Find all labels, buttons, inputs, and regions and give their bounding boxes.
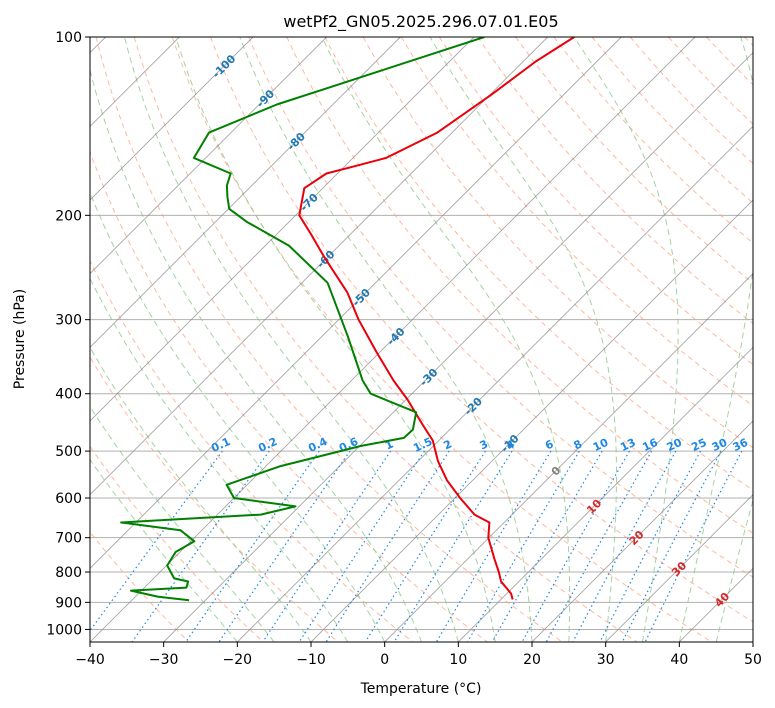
- dry-adiabat: [95, 37, 563, 642]
- mixing-ratio-label: 25: [689, 436, 708, 454]
- isotherm: [310, 199, 753, 642]
- mixing-ratio-line: [521, 450, 631, 642]
- mixing-ratio-lines: [90, 450, 743, 642]
- mixing-ratio-line: [325, 450, 450, 642]
- x-tick-label: −20: [223, 652, 253, 668]
- y-tick-label: 100: [55, 30, 82, 46]
- mixing-ratio-label: 20: [665, 436, 685, 454]
- isotherm: [237, 125, 753, 642]
- y-tick-label: 600: [55, 491, 82, 507]
- y-tick-label: 1000: [46, 622, 82, 638]
- mixing-ratio-line: [90, 450, 223, 632]
- mixing-ratio-label: 10: [591, 436, 611, 454]
- mixing-ratio-line: [298, 450, 425, 642]
- x-tick-label: −40: [75, 652, 105, 668]
- isotherm: [531, 420, 753, 642]
- x-tick-label: 40: [670, 652, 688, 668]
- y-tick-label: 900: [55, 595, 82, 611]
- mixing-ratio-line: [262, 450, 392, 642]
- moist-adiabat: [429, 37, 617, 642]
- y-tick-label: 300: [55, 313, 82, 329]
- isotherm: [90, 37, 401, 348]
- moist-adiabats: [90, 37, 753, 642]
- dry-adiabat: [210, 37, 753, 623]
- series-dewpoint-line: [120, 37, 485, 602]
- x-tick-label: −30: [149, 652, 179, 668]
- dry-adiabat: [133, 37, 638, 642]
- chart-title: wetPf2_GN05.2025.296.07.01.E05: [283, 12, 558, 32]
- y-tick-label: 800: [55, 565, 82, 581]
- dry-adiabat: [400, 37, 753, 407]
- dry-adiabat: [90, 150, 488, 642]
- isotherm: [90, 37, 622, 569]
- dry-adiabat: [171, 37, 712, 642]
- y-tick-label: 200: [55, 208, 82, 224]
- dry-adiabats: [90, 37, 753, 642]
- mixing-ratio-label: 13: [618, 436, 637, 454]
- mixing-ratio-line: [599, 450, 702, 642]
- isotherm: [458, 346, 753, 642]
- moist-adiabat: [90, 190, 386, 642]
- y-tick-label: 700: [55, 531, 82, 547]
- x-tick-label: 50: [744, 652, 762, 668]
- y-tick-label: 400: [55, 387, 82, 403]
- isotherm: [90, 37, 548, 496]
- dry-adiabat: [248, 37, 753, 578]
- moist-adiabat: [678, 37, 753, 642]
- x-tick-label: 10: [449, 652, 467, 668]
- x-axis-title: Temperature (°C): [360, 681, 482, 697]
- moist-adiabat: [90, 68, 422, 642]
- x-tick-label: 20: [523, 652, 541, 668]
- mixing-ratio-line: [491, 450, 603, 642]
- isotherm: [90, 37, 254, 201]
- mixing-ratio-line: [621, 450, 722, 642]
- series-temperature-line: [298, 37, 575, 600]
- dry-adiabat: [90, 445, 264, 642]
- moist-adiabat: [573, 37, 679, 642]
- dry-adiabat: [362, 37, 753, 449]
- mixing-ratio-line: [572, 450, 677, 642]
- moist-adiabat: [124, 37, 459, 642]
- isotherm: [90, 37, 696, 642]
- moist-adiabat: [90, 277, 349, 642]
- x-tick-label: 0: [380, 652, 389, 668]
- mixing-ratio-line: [218, 450, 351, 642]
- y-axis-title: Pressure (hPa): [12, 289, 28, 389]
- moist-adiabat: [715, 498, 753, 642]
- mixing-ratio-label: 16: [640, 436, 660, 454]
- moist-adiabat: [90, 405, 275, 642]
- isotherm: [605, 494, 753, 642]
- x-tick-label: −10: [296, 652, 326, 668]
- isotherms: [90, 37, 753, 642]
- dry-adiabat: [324, 37, 753, 491]
- isotherm: [90, 37, 327, 275]
- sounding-series: [120, 37, 575, 602]
- moist-adiabat: [175, 37, 496, 642]
- mixing-ratio-label: 36: [731, 436, 751, 454]
- moist-adiabat: [321, 37, 571, 642]
- mixing-ratio-label: 30: [710, 436, 730, 454]
- mixing-ratio-line: [435, 450, 552, 642]
- x-tick-label: 30: [597, 652, 615, 668]
- isotherm: [90, 37, 475, 422]
- plot-frame: [89, 36, 754, 643]
- x-axis: −40 −30 −20 −10 0 10 20 30 40 50: [75, 642, 762, 668]
- moist-adiabat: [90, 458, 238, 642]
- isotherm: [384, 273, 753, 642]
- mixing-ratio-line: [644, 450, 743, 642]
- mixing-ratio-line: [466, 450, 580, 642]
- isotherm: [163, 52, 753, 642]
- y-axis: 100 200 300 400 500 600 700 800 900 1000: [46, 30, 90, 638]
- y-tick-label: 500: [55, 444, 82, 460]
- mixing-ratio-line: [545, 450, 653, 642]
- moist-adiabat: [239, 37, 533, 642]
